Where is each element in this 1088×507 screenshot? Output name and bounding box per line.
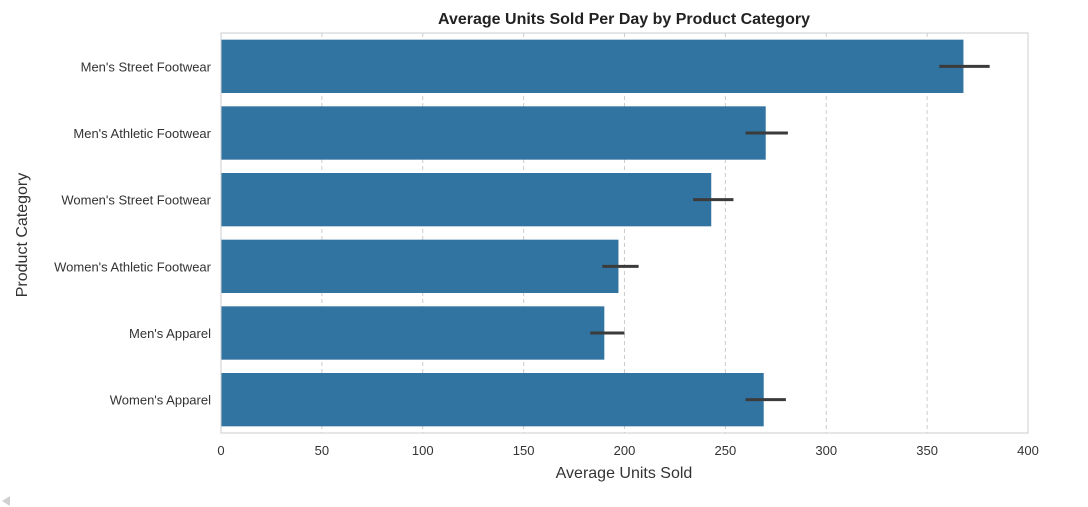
y-category-label: Women's Athletic Footwear [54, 259, 212, 274]
x-tick-label: 0 [217, 443, 224, 458]
chart-title: Average Units Sold Per Day by Product Ca… [438, 11, 810, 28]
plot-frame [220, 32, 1029, 434]
x-tick-label: 250 [715, 443, 737, 458]
x-gridlines [321, 33, 928, 433]
x-tick-label: 200 [614, 443, 636, 458]
bar [221, 239, 619, 293]
scroll-left-arrow-icon[interactable] [2, 496, 10, 506]
x-axis-label: Average Units Sold [556, 465, 693, 482]
y-category-labels: Men's Street Footwear Men's Athletic Foot… [54, 59, 212, 407]
y-axis-label: Product Category [14, 173, 31, 298]
y-category-label: Men's Street Footwear [81, 59, 212, 74]
x-tick-label: 150 [513, 443, 535, 458]
x-tick-labels: 0 50 100 150 200 250 300 350 400 [217, 443, 1038, 458]
x-tick-label: 300 [815, 443, 837, 458]
x-tick-label: 50 [315, 443, 329, 458]
x-tick-label: 400 [1017, 443, 1039, 458]
bar [221, 106, 766, 160]
x-tick-label: 350 [916, 443, 938, 458]
y-category-label: Women's Apparel [110, 393, 211, 408]
bar [221, 173, 712, 227]
bar [221, 373, 764, 427]
error-bars [590, 64, 990, 402]
y-category-label: Women's Street Footwear [61, 193, 211, 208]
y-category-label: Men's Athletic Footwear [73, 126, 211, 141]
y-category-label: Men's Apparel [129, 326, 211, 341]
bar [221, 306, 605, 360]
bar [221, 39, 964, 93]
x-tick-label: 100 [412, 443, 434, 458]
bars [221, 39, 964, 427]
